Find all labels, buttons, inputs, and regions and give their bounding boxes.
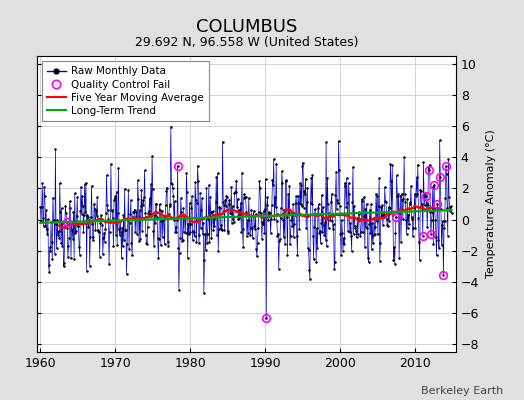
Y-axis label: Temperature Anomaly (°C): Temperature Anomaly (°C) (486, 130, 496, 278)
Text: COLUMBUS: COLUMBUS (195, 18, 297, 36)
Text: Berkeley Earth: Berkeley Earth (421, 386, 503, 396)
Text: 29.692 N, 96.558 W (United States): 29.692 N, 96.558 W (United States) (135, 36, 358, 49)
Legend: Raw Monthly Data, Quality Control Fail, Five Year Moving Average, Long-Term Tren: Raw Monthly Data, Quality Control Fail, … (42, 61, 209, 121)
